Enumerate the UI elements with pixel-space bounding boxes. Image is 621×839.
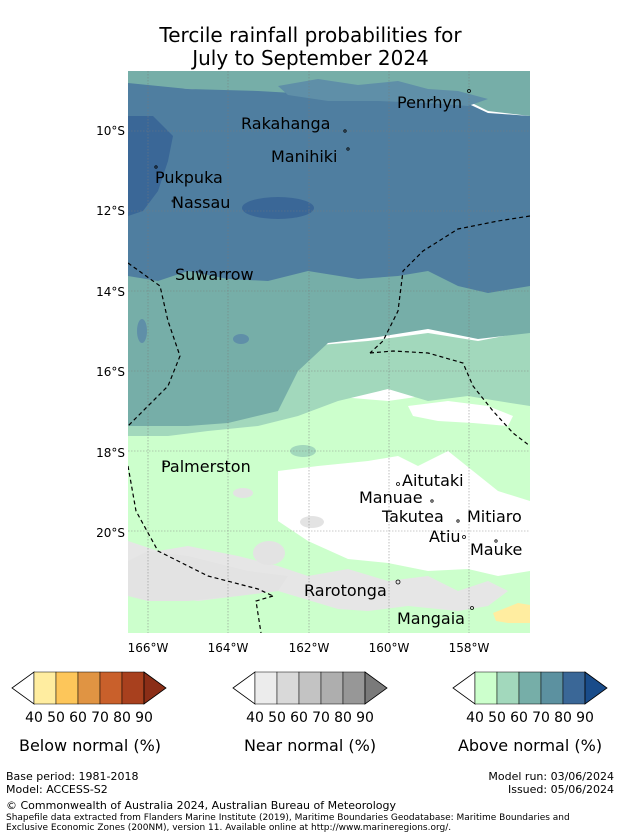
legend-near-arrow-high <box>364 671 388 705</box>
band-above-70-80 <box>128 83 530 293</box>
blob-small-2 <box>233 334 249 344</box>
dark-blue-blob <box>242 197 314 219</box>
source-line-2: Exclusive Economic Zones (200NM), versio… <box>6 823 452 833</box>
legend-above-arrow-low <box>452 671 476 705</box>
legend-near-tick: 70 <box>312 710 330 726</box>
band-below-40-50 <box>493 603 530 623</box>
legend-below-tick: 60 <box>69 710 87 726</box>
legend-near-tick: 90 <box>356 710 374 726</box>
place-suwarrow: Suwarrow <box>175 265 254 284</box>
legend-near-swatch-5 <box>342 671 366 705</box>
place-mitiaro: Mitiaro <box>467 507 522 526</box>
lon-label-164w: 164°W <box>207 641 249 655</box>
legend-near-swatch-3 <box>298 671 322 705</box>
lat-label-20s: 20°S <box>96 526 125 540</box>
legend-below-tick: 40 <box>25 710 43 726</box>
title-line-1: Tercile rainfall probabilities for <box>159 23 462 47</box>
lat-label-18s: 18°S <box>96 446 125 460</box>
band-above-80-90 <box>128 116 173 216</box>
grey-blob-3 <box>233 488 253 498</box>
place-nassau: Nassau <box>172 193 231 212</box>
lon-label-162w: 162°W <box>288 641 330 655</box>
legend-above-title: Above normal (%) <box>457 736 603 755</box>
legend-near-colorbar <box>232 671 388 705</box>
lat-label-12s: 12°S <box>96 204 125 218</box>
legend-below-tick: 90 <box>135 710 153 726</box>
legend-above-swatch-5 <box>562 671 586 705</box>
place-penrhyn: Penrhyn <box>397 93 463 112</box>
legend-near-tick: 40 <box>246 710 264 726</box>
legend-below-arrow-low <box>11 671 35 705</box>
place-manihiki: Manihiki <box>271 147 338 166</box>
place-manuae: Manuae <box>359 488 423 507</box>
legend-below-swatch-3 <box>77 671 101 705</box>
lat-label-14s: 14°S <box>96 285 125 299</box>
lat-label-16s: 16°S <box>96 365 125 379</box>
lat-label-10s: 10°S <box>96 124 125 138</box>
legend-above-colorbar <box>452 671 608 705</box>
legend-below-swatch-1 <box>33 671 57 705</box>
grey-blob <box>253 541 285 565</box>
legend-below-title: Below normal (%) <box>18 736 162 755</box>
blob-small <box>137 319 147 343</box>
place-takutea: Takutea <box>382 507 444 526</box>
map-title: Tercile rainfall probabilities for July … <box>0 24 621 70</box>
place-mangaia: Mangaia <box>397 609 465 628</box>
band-above-60-70-inner <box>278 79 488 106</box>
legend-near-arrow-low <box>232 671 256 705</box>
legend-above-swatch-4 <box>540 671 564 705</box>
legend-above-swatch-2 <box>496 671 520 705</box>
place-pukpuka: Pukpuka <box>155 168 223 187</box>
legend-below-colorbar <box>11 671 167 705</box>
legend-near-tick: 60 <box>290 710 308 726</box>
place-palmerston: Palmerston <box>161 457 251 476</box>
grid <box>128 71 530 633</box>
legend-below-swatch-2 <box>55 671 79 705</box>
legend-near-swatch-2 <box>276 671 300 705</box>
title-line-2: July to September 2024 <box>192 46 429 70</box>
model-name: Model: ACCESS-S2 <box>6 783 108 796</box>
legend-above-tick: 70 <box>532 710 550 726</box>
rainfall-map <box>128 71 530 633</box>
legend-below-tick: 70 <box>91 710 109 726</box>
legend-below-swatch-4 <box>99 671 123 705</box>
legend-near-title: Near normal (%) <box>243 736 377 755</box>
white-no-signal-2 <box>408 401 513 426</box>
legend-above-tick: 90 <box>576 710 594 726</box>
place-rakahanga: Rakahanga <box>241 114 331 133</box>
base-period: Base period: 1981-2018 <box>6 770 139 783</box>
legend-near-swatch-1 <box>254 671 278 705</box>
legend-above-tick: 80 <box>554 710 572 726</box>
legend-above-tick: 60 <box>510 710 528 726</box>
legend-below-swatch-5 <box>121 671 145 705</box>
legend-near-tick: 80 <box>334 710 352 726</box>
legend-below-tick: 80 <box>113 710 131 726</box>
lon-label-160w: 160°W <box>368 641 410 655</box>
place-atiu: Atiu <box>429 527 461 546</box>
issued-date: Issued: 05/06/2024 <box>507 783 614 796</box>
eez-boundary <box>128 215 530 633</box>
grey-blob-2 <box>300 516 324 528</box>
lon-label-166w: 166°W <box>127 641 169 655</box>
legend-below-arrow-high <box>143 671 167 705</box>
place-aitutaki: Aitutaki <box>402 471 464 490</box>
place-mauke: Mauke <box>470 540 523 559</box>
legend-near-tick: 50 <box>268 710 286 726</box>
legend-below-tick: 50 <box>47 710 65 726</box>
legend-above-swatch-3 <box>518 671 542 705</box>
legend-near-swatch-4 <box>320 671 344 705</box>
legend-above-arrow-high <box>584 671 608 705</box>
legend-above-tick: 40 <box>466 710 484 726</box>
white-no-signal <box>278 451 530 576</box>
lon-label-158w: 158°W <box>448 641 490 655</box>
legend-above-swatch-1 <box>474 671 498 705</box>
legend-above-tick: 50 <box>488 710 506 726</box>
copyright: © Commonwealth of Australia 2024, Austra… <box>6 799 396 812</box>
place-rarotonga: Rarotonga <box>304 581 387 600</box>
model-run-date: Model run: 03/06/2024 <box>488 770 614 783</box>
islands <box>154 89 498 610</box>
source-line-1: Shapefile data extracted from Flanders M… <box>6 813 570 823</box>
